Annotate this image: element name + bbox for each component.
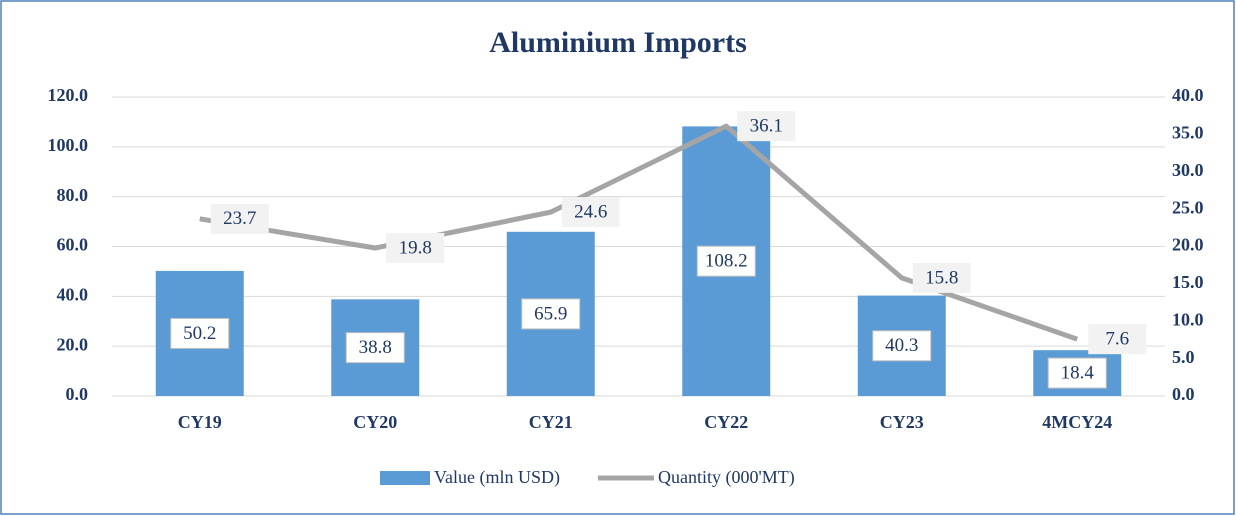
y-tick-label: 0.0 xyxy=(66,384,89,404)
data-label-box xyxy=(170,317,230,349)
data-label-box xyxy=(345,332,405,364)
x-tick-label: CY23 xyxy=(880,412,924,432)
data-label: 24.6 xyxy=(574,201,607,222)
x-tick-label: 4MCY24 xyxy=(1042,412,1112,432)
y2-tick-label: 0.0 xyxy=(1172,384,1195,404)
data-label: 18.4 xyxy=(1061,362,1095,383)
chart-title: Aluminium Imports xyxy=(489,26,747,59)
y2-tick-label: 30.0 xyxy=(1172,160,1204,180)
data-label-box xyxy=(737,111,796,142)
legend-label: Value (mln USD) xyxy=(434,467,560,488)
y-tick-label: 80.0 xyxy=(57,185,89,205)
y2-tick-label: 20.0 xyxy=(1172,235,1204,255)
data-label-box xyxy=(1088,324,1147,355)
legend-swatch xyxy=(380,471,430,485)
data-label: 40.3 xyxy=(885,335,918,356)
x-tick-label: CY21 xyxy=(529,412,573,432)
data-label: 65.9 xyxy=(534,303,567,324)
data-label-box xyxy=(521,298,581,330)
y-tick-label: 40.0 xyxy=(57,284,89,304)
data-label: 108.2 xyxy=(705,251,748,272)
x-tick-label: CY22 xyxy=(704,412,748,432)
y-tick-label: 100.0 xyxy=(48,135,89,155)
y-tick-label: 120.0 xyxy=(48,85,89,105)
y-tick-label: 20.0 xyxy=(57,334,89,354)
data-label-box xyxy=(561,197,620,228)
y2-tick-label: 5.0 xyxy=(1172,347,1195,367)
data-label: 7.6 xyxy=(1105,329,1129,350)
data-label: 36.1 xyxy=(750,116,783,137)
data-label-box xyxy=(696,245,756,277)
data-label: 19.8 xyxy=(399,237,432,258)
x-tick-label: CY19 xyxy=(178,412,222,432)
y2-tick-label: 25.0 xyxy=(1172,197,1204,217)
data-label-box xyxy=(912,262,971,293)
data-label-box xyxy=(872,330,932,362)
x-tick-label: CY20 xyxy=(353,412,397,432)
y2-tick-label: 40.0 xyxy=(1172,85,1204,105)
y-tick-label: 60.0 xyxy=(57,235,89,255)
data-label-box xyxy=(1047,357,1107,389)
data-label-box xyxy=(210,203,269,234)
data-label: 50.2 xyxy=(183,323,216,344)
y2-tick-label: 10.0 xyxy=(1172,309,1204,329)
data-label: 15.8 xyxy=(925,267,958,288)
data-label: 38.8 xyxy=(359,337,392,358)
y2-tick-label: 15.0 xyxy=(1172,272,1204,292)
data-label: 23.7 xyxy=(223,208,256,229)
y2-tick-label: 35.0 xyxy=(1172,123,1204,143)
data-label-box xyxy=(386,232,445,263)
legend-label: Quantity (000'MT) xyxy=(658,467,795,488)
